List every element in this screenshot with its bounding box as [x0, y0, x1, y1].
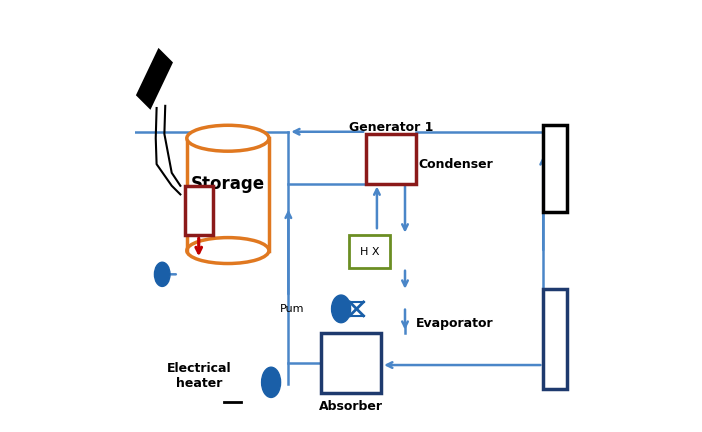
- Text: Condenser: Condenser: [419, 158, 494, 171]
- Text: H X: H X: [360, 247, 379, 257]
- Text: Pum: Pum: [280, 304, 305, 314]
- Ellipse shape: [187, 238, 269, 264]
- Bar: [185, 186, 213, 235]
- Text: Storage: Storage: [191, 175, 265, 193]
- Bar: [543, 289, 567, 389]
- Text: Electrical
heater: Electrical heater: [166, 362, 231, 390]
- Bar: [366, 134, 416, 184]
- Text: Evaporator: Evaporator: [416, 318, 494, 330]
- Ellipse shape: [262, 367, 281, 397]
- Text: Absorber: Absorber: [319, 400, 383, 413]
- Polygon shape: [137, 50, 172, 108]
- Bar: [543, 125, 567, 212]
- Polygon shape: [187, 138, 269, 251]
- Text: Generator 1: Generator 1: [349, 121, 433, 134]
- Bar: [321, 333, 381, 393]
- Ellipse shape: [187, 125, 269, 151]
- Ellipse shape: [154, 262, 170, 286]
- Bar: [350, 235, 390, 268]
- Ellipse shape: [331, 295, 350, 323]
